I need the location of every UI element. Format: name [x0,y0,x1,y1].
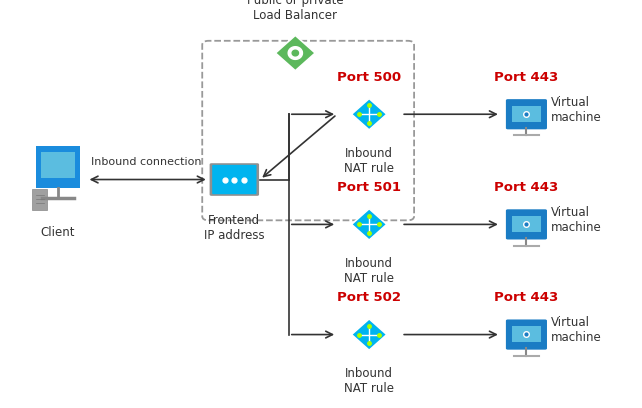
FancyBboxPatch shape [506,99,547,129]
Polygon shape [288,47,302,60]
FancyBboxPatch shape [512,326,541,342]
FancyBboxPatch shape [209,163,259,196]
Text: Inbound
NAT rule: Inbound NAT rule [344,367,394,395]
Polygon shape [352,99,386,130]
FancyBboxPatch shape [512,216,541,232]
Text: Port 443: Port 443 [494,71,559,84]
Text: Inbound
NAT rule: Inbound NAT rule [344,257,394,285]
FancyBboxPatch shape [212,165,257,194]
Text: Public or private
Load Balancer: Public or private Load Balancer [247,0,343,22]
Text: Inbound connection: Inbound connection [91,157,202,167]
Polygon shape [275,35,315,71]
Text: Port 443: Port 443 [494,181,559,194]
Text: Virtual
machine: Virtual machine [551,317,602,344]
Polygon shape [352,209,386,240]
Polygon shape [352,319,386,350]
FancyBboxPatch shape [512,106,541,122]
FancyBboxPatch shape [506,319,547,350]
FancyBboxPatch shape [35,146,80,188]
Text: Virtual
machine: Virtual machine [551,96,602,124]
Polygon shape [292,50,299,56]
Text: Frontend
IP address: Frontend IP address [204,214,265,242]
Text: Client: Client [40,226,75,239]
Text: Port 501: Port 501 [337,181,401,194]
FancyBboxPatch shape [41,152,74,178]
Text: Port 443: Port 443 [494,291,559,304]
Text: Inbound
NAT rule: Inbound NAT rule [344,147,394,175]
Text: Port 502: Port 502 [337,291,401,304]
Text: Port 500: Port 500 [337,71,401,84]
FancyBboxPatch shape [32,189,48,210]
FancyBboxPatch shape [506,209,547,239]
Text: Virtual
machine: Virtual machine [551,206,602,234]
